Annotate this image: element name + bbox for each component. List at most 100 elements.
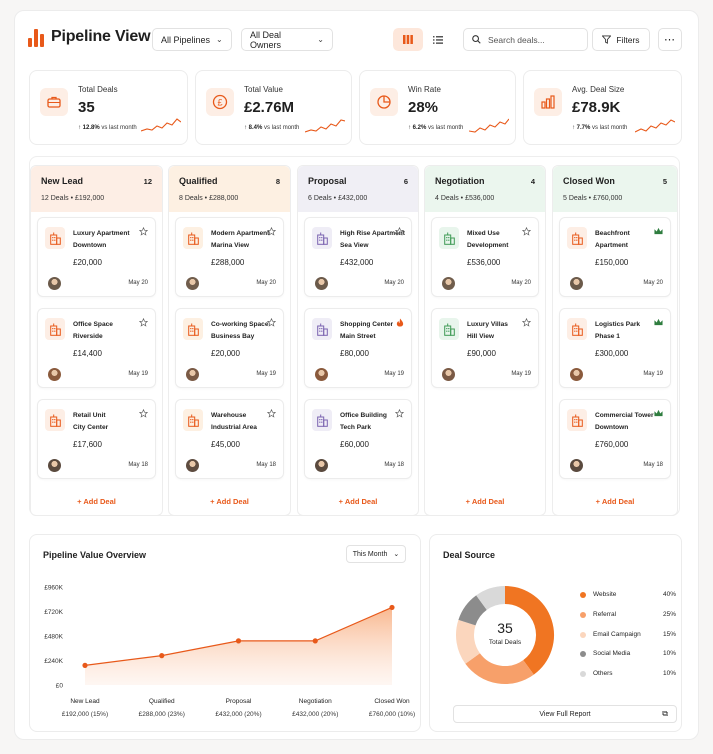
column-count: 6 — [403, 177, 408, 186]
deal-card[interactable]: Retail Unit City Center £17,600 May 18 — [37, 399, 156, 479]
building-icon — [567, 409, 587, 431]
legend-item: Website 40% — [580, 591, 676, 598]
filters-button[interactable]: Filters — [592, 28, 650, 51]
legend-label: Email Campaign — [593, 631, 641, 638]
search-input[interactable] — [488, 34, 578, 45]
deal-date: May 18 — [643, 462, 663, 468]
deal-card[interactable]: Commercial Tower Downtown £760,000 May 18 — [559, 399, 671, 479]
deal-card[interactable]: Luxury Apartment Downtown £20,000 May 20 — [37, 217, 156, 297]
deal-name: Luxury Villas Hill View — [467, 319, 542, 343]
list-view-button[interactable] — [423, 28, 453, 51]
deal-card[interactable]: Warehouse Industrial Area £45,000 May 18 — [175, 399, 284, 479]
star-icon[interactable] — [266, 226, 277, 236]
kpi-label: Total Value — [244, 85, 283, 94]
deal-card[interactable]: Luxury Villas Hill View £90,000 May 19 — [431, 308, 539, 388]
kpi-change-suffix: vs last month — [264, 125, 300, 131]
column-qualified: Qualified 8 8 Deals • £288,000 Modern Apart… — [168, 165, 291, 516]
donut-slice-email-campaign[interactable] — [456, 619, 481, 664]
deal-card[interactable]: Office Space Riverside £14,400 May 19 — [37, 308, 156, 388]
deal-amount: £432,000 — [340, 258, 374, 267]
star-icon[interactable] — [266, 317, 277, 327]
legend-value: 10% — [662, 670, 676, 677]
deal-card[interactable]: Modern Apartment Marina View £288,000 May 2… — [175, 217, 284, 297]
add-deal-button[interactable]: + Add Deal — [465, 497, 505, 506]
deal-card[interactable]: Mixed Use Development £536,000 May 20 — [431, 217, 539, 297]
deal-name-line: Main Street — [340, 333, 376, 340]
period-dropdown[interactable]: This Month ⌄ — [346, 545, 406, 563]
deal-name: Modern Apartment Marina View — [211, 228, 286, 252]
data-point[interactable] — [82, 662, 88, 668]
kpi-change-suffix: vs last month — [428, 125, 464, 131]
avatar — [570, 459, 583, 472]
star-icon[interactable] — [394, 408, 405, 418]
x-tick-label: Qualified — [149, 698, 175, 705]
add-deal-button[interactable]: + Add Deal — [595, 497, 635, 506]
crown-icon — [654, 409, 663, 417]
star-icon[interactable] — [138, 226, 149, 236]
deal-date: May 20 — [256, 280, 276, 286]
star-icon[interactable] — [521, 317, 532, 327]
donut-slice-referral[interactable] — [465, 652, 534, 684]
deal-name-line: Phase 1 — [595, 333, 620, 340]
pound-coin-icon: £ — [206, 88, 234, 116]
kpi-change-pct: 8.4% — [248, 125, 263, 131]
add-deal-button[interactable]: + Add Deal — [77, 497, 116, 506]
star-icon[interactable] — [521, 226, 532, 236]
kpi-change-suffix: vs last month — [592, 125, 628, 131]
chevron-down-icon: ⌄ — [317, 35, 324, 44]
deal-name-line: Business Bay — [211, 333, 255, 340]
legend-value: 40% — [662, 591, 676, 598]
avatar — [315, 459, 328, 472]
donut-slice-others[interactable] — [476, 586, 506, 611]
kpi-change: ↑ 7.7% vs last month — [572, 125, 628, 131]
deal-date: May 19 — [256, 371, 276, 377]
building-icon — [567, 227, 587, 249]
building-icon — [567, 318, 587, 340]
search-box[interactable] — [463, 28, 588, 51]
data-point[interactable] — [312, 638, 318, 644]
kpi-card-win-rate: Win Rate 28% ↑ 6.2% vs last month — [359, 70, 516, 145]
deal-date: May 19 — [384, 371, 404, 377]
filters-label: Filters — [616, 34, 640, 45]
star-icon[interactable] — [394, 226, 405, 236]
data-point[interactable] — [159, 653, 165, 659]
deal-name-line: Luxury Apartment — [73, 230, 130, 237]
column-title: Closed Won — [563, 176, 615, 186]
data-point[interactable] — [389, 604, 395, 611]
kpi-change-pct: 6.2% — [412, 125, 427, 131]
deal-card[interactable]: High Rise Apartment Sea View £432,000 May 2… — [304, 217, 412, 297]
star-icon[interactable] — [138, 408, 149, 418]
owner-filter-dropdown[interactable]: All Deal Owners ⌄ — [241, 28, 333, 51]
deal-card[interactable]: Shopping Center Main Street £80,000 May 19 — [304, 308, 412, 388]
star-icon[interactable] — [138, 317, 149, 327]
add-deal-button[interactable]: + Add Deal — [338, 497, 378, 506]
pipeline-filter-dropdown[interactable]: All Pipelines ⌄ — [152, 28, 232, 51]
deal-card[interactable]: Beachfront Apartment £150,000 May 20 — [559, 217, 671, 297]
deal-name-line: Apartment — [595, 242, 628, 249]
deal-amount: £45,000 — [211, 440, 240, 449]
add-deal-button[interactable]: + Add Deal — [210, 497, 249, 506]
avatar — [48, 277, 61, 290]
data-point[interactable] — [235, 638, 242, 644]
kpi-change: ↑ 6.2% vs last month — [408, 125, 464, 131]
deal-card[interactable]: Office Building Tech Park £60,000 May 18 — [304, 399, 412, 479]
donut-slice-website[interactable] — [504, 586, 554, 675]
more-options-button[interactable]: ⋯ — [658, 28, 682, 51]
column-title: Proposal — [308, 176, 347, 186]
deal-card[interactable]: Logistics Park Phase 1 £300,000 May 19 — [559, 308, 671, 388]
legend-label: Others — [593, 670, 613, 677]
deal-name-line: Office Space — [73, 321, 113, 328]
deal-name-line: Downtown — [595, 424, 629, 431]
avatar — [186, 368, 199, 381]
deal-name-line: Logistics Park — [595, 321, 641, 328]
column-closed-won: Closed Won 5 5 Deals • £760,000 Beachfront A… — [552, 165, 678, 516]
deal-amount: £150,000 — [595, 258, 629, 267]
deal-card[interactable]: Co-working Space Business Bay £20,000 May 1… — [175, 308, 284, 388]
deal-amount: £90,000 — [467, 349, 496, 358]
board-view-button[interactable] — [393, 28, 423, 51]
deal-date: May 20 — [384, 280, 404, 286]
view-full-report-button[interactable]: View Full Report ⧉ — [453, 705, 677, 723]
star-icon[interactable] — [266, 408, 277, 418]
donut-slice-social-media[interactable] — [458, 595, 488, 626]
kpi-sparkline — [305, 119, 345, 133]
